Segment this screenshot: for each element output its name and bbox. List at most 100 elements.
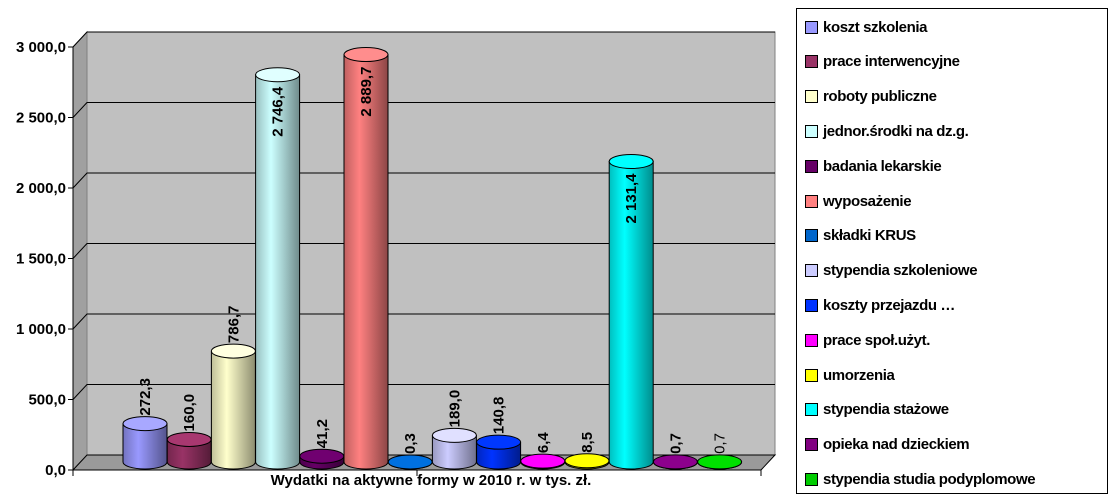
- bar-top: [166, 431, 212, 447]
- legend-item: stypendia studia podyplomowe: [805, 469, 1036, 489]
- legend-swatch: [805, 229, 818, 243]
- gridline: [72, 313, 775, 330]
- legend-label: stypendia studia podyplomowe: [823, 470, 1036, 488]
- data-label: 8,5: [579, 432, 596, 453]
- data-labels: 272,3 160,0 786,7 2 746,4 41,2 2 889,7 0,3 189,…: [137, 67, 729, 454]
- data-label: 2 889,7: [358, 67, 375, 117]
- y-tick-label: 2 500,0: [16, 110, 66, 127]
- legend-item: opieka nad dzieckiem: [805, 435, 970, 455]
- bar-3: [255, 67, 301, 470]
- legend-item: koszty przejazdu …: [805, 295, 955, 315]
- legend-label: prace społ.użyt.: [823, 331, 930, 349]
- legend-item: koszt szkolenia: [805, 17, 927, 37]
- legend-item: stypendia stażowe: [805, 400, 949, 420]
- bar-11: [608, 153, 654, 470]
- data-label: 160,0: [181, 394, 198, 432]
- bar-8: [476, 434, 522, 470]
- legend-label: prace interwencyjne: [823, 53, 960, 71]
- bar-body: [431, 434, 477, 470]
- bar-top: [122, 416, 168, 432]
- legend-swatch: [805, 298, 818, 312]
- legend-label: umorzenia: [823, 366, 895, 384]
- bar-body: [255, 74, 301, 470]
- legend-swatch: [805, 368, 818, 382]
- legend-label: roboty publiczne: [823, 88, 937, 106]
- y-tick-label: 500,0: [28, 392, 66, 409]
- legend-swatch: [805, 194, 818, 208]
- x-axis-title: Wydatki na aktywne formy w 2010 r. w tys…: [271, 472, 592, 489]
- bar-top: [343, 47, 389, 63]
- gridline: [72, 102, 775, 118]
- bar-5: [343, 47, 389, 470]
- bar-0: [122, 416, 168, 470]
- data-label: 0,3: [402, 433, 419, 454]
- legend-swatch: [805, 20, 818, 34]
- bar-9: [520, 453, 566, 470]
- legend-item: badania lekarskie: [805, 156, 942, 176]
- bar-top: [476, 434, 522, 450]
- bar-body: [476, 441, 522, 470]
- y-tick-label: 1 500,0: [16, 251, 66, 268]
- bar-top: [387, 454, 433, 470]
- bars: [122, 47, 743, 470]
- bar-body: [166, 438, 212, 470]
- bar-top: [608, 153, 654, 169]
- gridline: [72, 31, 775, 48]
- legend-label: wyposażenie: [823, 192, 912, 210]
- data-label: 41,2: [314, 419, 331, 448]
- bar-top: [431, 427, 477, 443]
- y-tick-label: 0,0: [45, 462, 66, 479]
- y-tick-label: 1 000,0: [16, 321, 66, 338]
- legend: koszt szkolenia prace interwencyjne roboty…: [796, 8, 1108, 494]
- legend-item: umorzenia: [805, 365, 895, 385]
- bar-7: [431, 427, 477, 470]
- legend-label: składki KRUS: [823, 227, 916, 245]
- legend-item: składki KRUS: [805, 226, 916, 246]
- data-label: 6,4: [535, 432, 552, 454]
- bar-top: [520, 453, 566, 469]
- data-label: 0,7: [712, 433, 729, 454]
- data-label: 0,7: [667, 433, 684, 454]
- plot-area: [71, 30, 777, 472]
- bar-top: [210, 343, 256, 359]
- legend-item: jednor.środki na dz.g.: [805, 121, 969, 141]
- bar-body: [210, 350, 256, 470]
- y-axis: 0,0 500,0 1 000,0 1 500,0 2 000,0 2 500,0 3 00…: [16, 39, 762, 479]
- legend-swatch: [805, 438, 818, 452]
- data-label: 189,0: [446, 390, 463, 428]
- legend-label: stypendia szkoleniowe: [823, 262, 978, 280]
- bar-13: [697, 454, 743, 470]
- gridlines: [72, 31, 775, 400]
- legend-item: stypendia szkoleniowe: [805, 261, 978, 281]
- bar-chart: 0,0 500,0 1 000,0 1 500,0 2 000,0 2 500,0 3 00…: [16, 30, 777, 489]
- gridline: [72, 172, 775, 189]
- legend-item: roboty publiczne: [805, 87, 937, 107]
- bar-body: [343, 54, 389, 470]
- bar-body: [608, 160, 654, 470]
- data-label: 272,3: [137, 378, 154, 416]
- legend-label: jednor.środki na dz.g.: [823, 122, 969, 140]
- bar-body: [122, 423, 168, 470]
- legend-swatch: [805, 159, 818, 173]
- legend-swatch: [805, 55, 818, 69]
- bar-4: [299, 448, 345, 470]
- legend-label: opieka nad dzieckiem: [823, 436, 970, 454]
- gridline: [72, 384, 775, 400]
- legend-item: wyposażenie: [805, 191, 912, 211]
- legend-label: stypendia stażowe: [823, 401, 949, 419]
- data-label: 140,8: [491, 397, 508, 435]
- bar-10: [564, 453, 610, 470]
- y-tick-label: 2 000,0: [16, 180, 66, 197]
- y-tick-label: 3 000,0: [16, 39, 66, 56]
- legend-label: koszt szkolenia: [823, 18, 928, 36]
- bar-top: [652, 454, 698, 470]
- legend-item: prace interwencyjne: [805, 52, 960, 72]
- data-label: 2 131,4: [623, 173, 640, 224]
- bar-6: [387, 454, 433, 470]
- bar-top: [564, 453, 610, 469]
- bar-top: [255, 67, 301, 83]
- bar-top: [697, 454, 743, 470]
- legend-swatch: [805, 333, 818, 347]
- bar-1: [166, 431, 212, 470]
- legend-label: koszty przejazdu …: [823, 296, 955, 314]
